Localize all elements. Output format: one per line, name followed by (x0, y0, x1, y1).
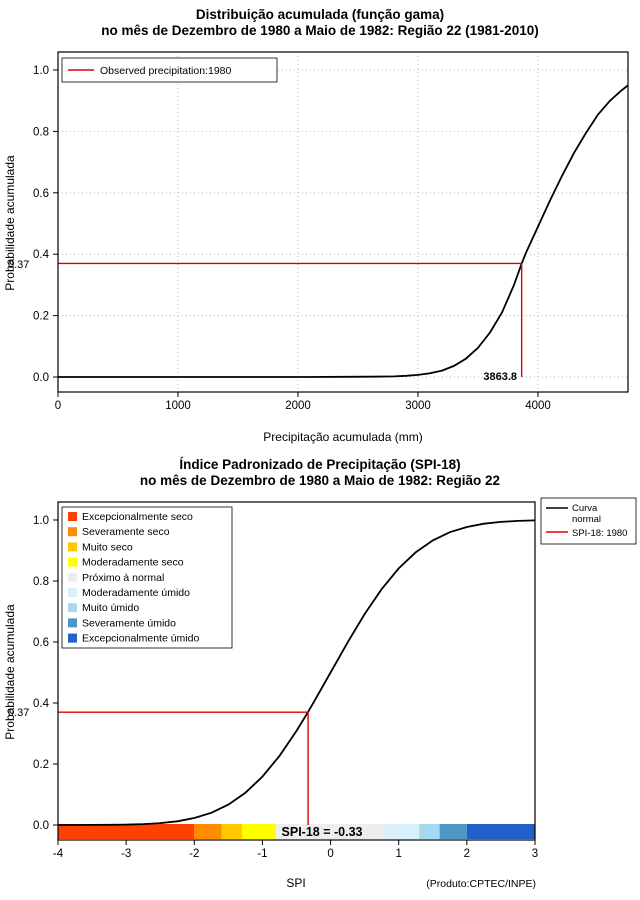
legend-spi-label: SPI-18: 1980 (572, 528, 627, 539)
legend-class-swatch (68, 618, 77, 628)
legend-class-items: Excepcionalmente seco Severamente seco Mui… (68, 511, 199, 645)
legend-class-label: Próximo à normal (82, 572, 164, 584)
legend-class-label: Moderadamente úmido (82, 587, 190, 599)
legend-box (61, 57, 278, 83)
product-credit-note: (Produto:CPTEC/INPE) (426, 878, 536, 890)
colorbar-segment (194, 824, 222, 839)
y-tick-label: 0.0 (33, 820, 49, 832)
plot-content: 0 1000 2000 3000 4000 0.0 0.2 0.4 0.6 0.8 1.0 (33, 52, 629, 412)
chart-subtitle: no mês de Dezembro de 1980 a Maio de 198… (140, 473, 500, 488)
legend-class-label: Severamente úmido (82, 617, 176, 629)
colorbar-segment (419, 824, 440, 839)
legend-box (61, 506, 233, 649)
legend-curve-label-line2: normal (572, 514, 601, 525)
x-tick-label: -1 (257, 848, 267, 860)
colorbar-segment (466, 824, 535, 839)
legend-box (540, 497, 637, 545)
plot-area-border (57, 51, 629, 393)
plot-area-border (57, 501, 536, 841)
spi-value-annotation-label: SPI-18 = -0.33 (282, 825, 363, 839)
legend-class-label: Moderadamente seco (82, 557, 184, 569)
observed-value-annotation-label: 3863.8 (483, 371, 517, 383)
y-tick-label: 0.6 (33, 188, 49, 200)
probability-annotation-label: 0.37 (8, 259, 29, 271)
legend-class-swatch (68, 557, 77, 567)
y-tick-label: 0.2 (33, 759, 49, 771)
x-tick-label: 2000 (285, 400, 311, 412)
y-tick-label: 0.0 (33, 372, 49, 384)
x-tick-label: 0 (327, 848, 333, 860)
cdf-curve (58, 84, 629, 378)
x-tick-label: 1000 (165, 400, 191, 412)
x-tick-label: -3 (121, 848, 131, 860)
x-tick-label: 1 (396, 848, 402, 860)
y-tick-label: 0.4 (33, 249, 50, 261)
x-tick-label: 3000 (405, 400, 431, 412)
legend-class-swatch (68, 603, 77, 613)
x-tick-label: -2 (189, 848, 199, 860)
y-tick-label: 0.6 (33, 637, 49, 649)
chart-subtitle: no mês de Dezembro de 1980 a Maio de 198… (101, 23, 538, 38)
legend-class-label: Severamente seco (82, 526, 170, 538)
y-tick-label: 0.2 (33, 311, 49, 323)
x-tick-label: 3 (532, 848, 538, 860)
y-tick-label: 0.8 (33, 576, 49, 588)
probability-annotation-label: 0.37 (8, 707, 29, 719)
legend-class-label: Excepcionalmente seco (82, 511, 193, 523)
spi-cdf-chart: Índice Padronizado de Precipitação (SPI-… (3, 457, 637, 890)
y-axis-label: Probabilidade acumulada (3, 604, 17, 740)
legend-class-swatch (68, 527, 77, 537)
chart-title: Índice Padronizado de Precipitação (SPI-… (179, 457, 460, 472)
colorbar-segment (439, 824, 467, 839)
x-axis-label: Precipitação acumulada (mm) (263, 430, 422, 444)
y-axis-label: Probabilidade acumulada (3, 155, 17, 291)
colorbar-segment (221, 824, 242, 839)
spi-classes-legend: Excepcionalmente seco Severamente seco Mui… (61, 506, 233, 649)
colorbar-segment (58, 824, 195, 839)
legend-class-swatch (68, 542, 77, 552)
x-tick-label: 2 (464, 848, 470, 860)
cdf-curve (58, 519, 536, 826)
legend-class-swatch (68, 572, 77, 582)
y-tick-label: 1.0 (33, 65, 49, 77)
colorbar-segment (241, 824, 277, 839)
legend-class-swatch (68, 588, 77, 597)
x-axis-label: SPI (286, 876, 305, 890)
colorbar-segment (276, 824, 386, 839)
y-tick-label: 1.0 (33, 515, 49, 527)
legend-curve-label-line1: Curva (572, 503, 598, 514)
legend: Observed precipitation:1980 (61, 57, 278, 83)
legend-class-label: Muito úmido (82, 602, 139, 614)
gamma-cdf-chart: Distribuição acumulada (função gama) no … (3, 7, 629, 444)
legend-label: Observed precipitation:1980 (100, 65, 231, 77)
y-tick-label: 0.4 (33, 698, 50, 710)
y-tick-label: 0.8 (33, 126, 49, 138)
legend-class-label: Excepcionalmente úmido (82, 633, 199, 645)
legend-class-label: Muito seco (82, 541, 133, 553)
colorbar-segment (385, 824, 420, 839)
plot-content: -4 -3 -2 -1 0 1 2 3 0.0 0.2 0.4 0.6 0.8 1.0 (33, 515, 538, 860)
chart-title: Distribuição acumulada (função gama) (196, 7, 444, 22)
x-tick-label: -4 (53, 848, 64, 860)
legend-class-swatch (68, 512, 77, 521)
legend-class-swatch (68, 633, 77, 643)
x-tick-label: 4000 (525, 400, 551, 412)
x-tick-label: 0 (55, 400, 61, 412)
curves-legend: Curva normal SPI-18: 1980 (540, 497, 637, 545)
